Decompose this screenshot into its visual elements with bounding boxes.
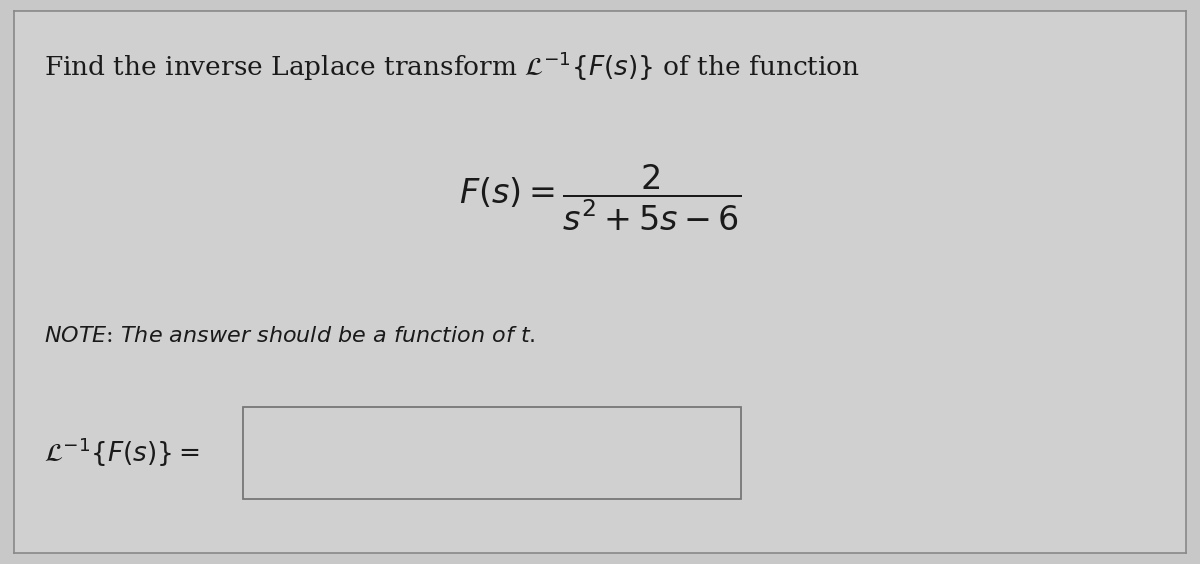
Text: $\it{NOTE}$: $\it{The\ answer\ should\ be\ a\ function\ of\ t.}$: $\it{NOTE}$: $\it{The\ answer\ should\ b… <box>43 325 535 347</box>
Bar <box>242 407 740 499</box>
Text: $\mathcal{L}^{-1}\{F(s)\} =$: $\mathcal{L}^{-1}\{F(s)\} =$ <box>43 436 199 469</box>
Text: Find the inverse Laplace transform $\mathcal{L}^{-1}\{F(s)\}$ of the function: Find the inverse Laplace transform $\mat… <box>43 49 859 83</box>
Text: $F(s) = \dfrac{2}{s^2 + 5s - 6}$: $F(s) = \dfrac{2}{s^2 + 5s - 6}$ <box>458 163 742 233</box>
